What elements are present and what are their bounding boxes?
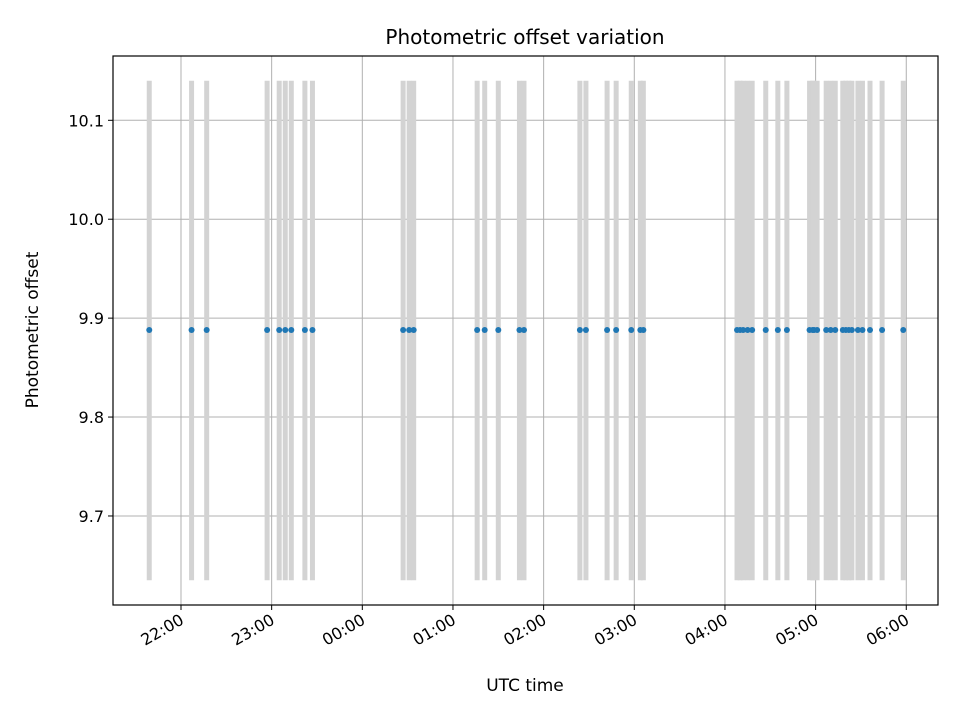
- data-point: [520, 327, 527, 334]
- y-axis-label: Photometric offset: [23, 251, 43, 408]
- data-point: [410, 327, 417, 334]
- y-tick-label: 9.7: [79, 507, 104, 526]
- data-point: [604, 327, 611, 334]
- data-point: [188, 327, 195, 334]
- data-point: [832, 327, 839, 334]
- y-tick-label: 10.0: [68, 210, 104, 229]
- data-point: [744, 327, 751, 334]
- data-point: [406, 327, 413, 334]
- data-point: [301, 327, 308, 334]
- data-point: [309, 327, 316, 334]
- data-point: [400, 327, 407, 334]
- data-point: [264, 327, 271, 334]
- data-point: [900, 327, 907, 334]
- data-point: [762, 327, 769, 334]
- plot-frame: [112, 55, 939, 606]
- data-point: [495, 327, 502, 334]
- data-point: [203, 327, 210, 334]
- data-point: [867, 327, 874, 334]
- data-point: [582, 327, 589, 334]
- data-point: [613, 327, 620, 334]
- data-point: [854, 327, 861, 334]
- y-tick-label: 10.1: [68, 111, 104, 130]
- data-point: [276, 327, 283, 334]
- data-point: [576, 327, 583, 334]
- data-points: [146, 327, 907, 334]
- data-point: [640, 327, 647, 334]
- data-point: [774, 327, 781, 334]
- data-point: [474, 327, 481, 334]
- data-point: [827, 327, 834, 334]
- data-point: [628, 327, 635, 334]
- data-point: [859, 327, 866, 334]
- chart-title: Photometric offset variation: [385, 25, 664, 49]
- data-point: [481, 327, 488, 334]
- data-point: [282, 327, 289, 334]
- data-point: [848, 327, 855, 334]
- data-point: [146, 327, 153, 334]
- data-point: [823, 327, 830, 334]
- data-point: [814, 327, 821, 334]
- data-point: [516, 327, 523, 334]
- y-tick-label: 9.8: [79, 408, 104, 427]
- data-point: [288, 327, 295, 334]
- data-point: [879, 327, 886, 334]
- x-axis-label: UTC time: [486, 676, 564, 696]
- y-axis: 9.7 9.8 9.9 10.0 10.1: [68, 111, 113, 526]
- data-point: [783, 327, 790, 334]
- data-point: [740, 327, 747, 334]
- y-tick-label: 9.9: [79, 309, 104, 328]
- data-point: [749, 327, 756, 334]
